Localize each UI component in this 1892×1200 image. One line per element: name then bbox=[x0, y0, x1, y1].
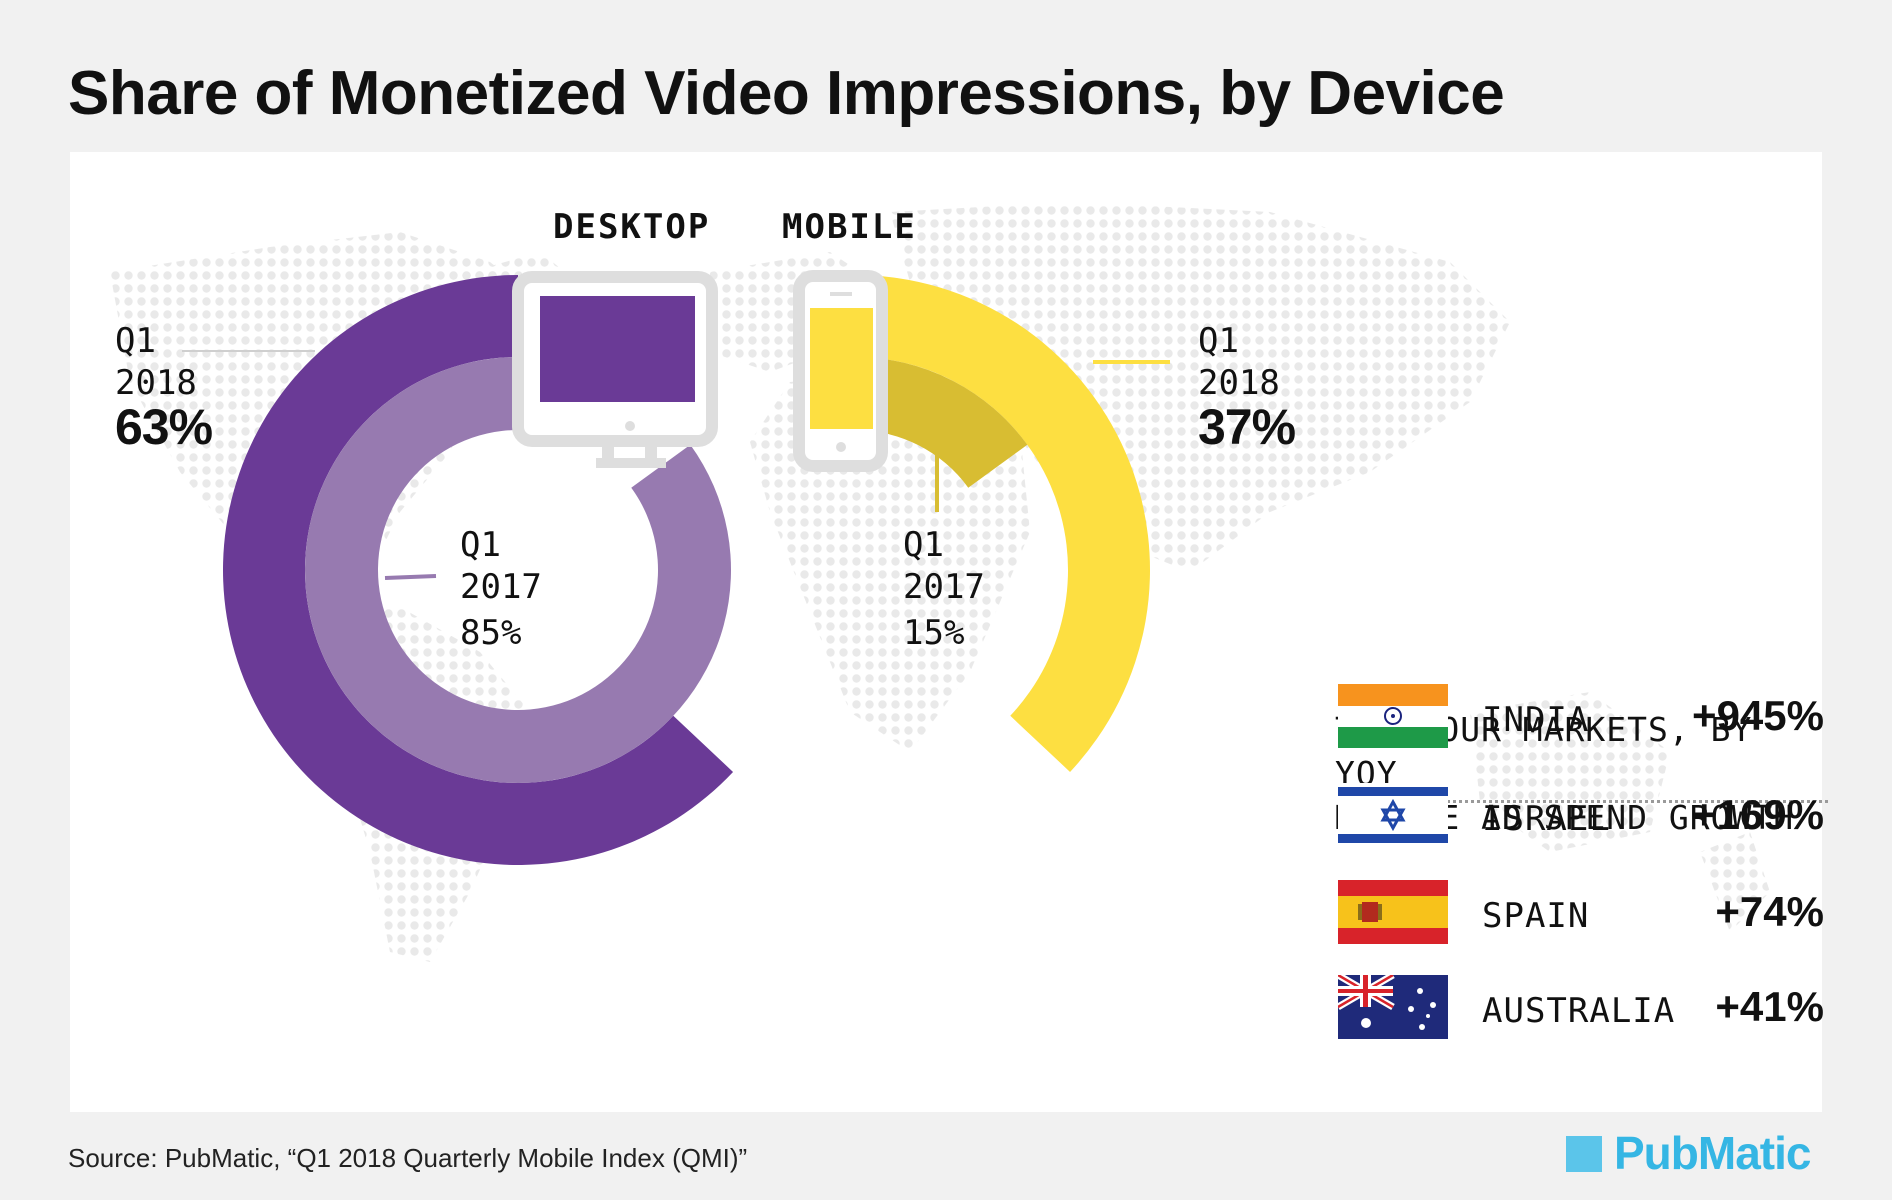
australia-flag-icon bbox=[1338, 975, 1448, 1039]
markets-divider bbox=[1338, 800, 1828, 803]
desktop-2017-value: 85% bbox=[460, 613, 522, 653]
logo-square-icon bbox=[1566, 1136, 1602, 1172]
desktop-monitor-icon bbox=[512, 271, 718, 468]
market-name: INDIA bbox=[1482, 700, 1590, 740]
chart-title: Share of Monetized Video Impressions, by… bbox=[68, 59, 1505, 128]
market-growth: +74% bbox=[1715, 888, 1824, 935]
desktop-header: DESKTOP bbox=[553, 207, 711, 247]
market-growth: +945% bbox=[1692, 692, 1824, 739]
market-row-india: INDIA +945% bbox=[1338, 684, 1824, 750]
market-growth: +41% bbox=[1715, 983, 1824, 1030]
donut-chart bbox=[110, 202, 1770, 962]
desktop-donut bbox=[222, 275, 734, 866]
market-row-australia: AUSTRALIA +41% bbox=[1338, 975, 1824, 1041]
desktop-2018-label: Q1 2018 63% bbox=[115, 321, 213, 455]
spain-flag-icon bbox=[1338, 880, 1448, 944]
india-flag-icon bbox=[1338, 684, 1448, 748]
desktop-2018-value: 63% bbox=[115, 399, 213, 455]
leader-lines bbox=[182, 350, 1170, 580]
source-note: Source: PubMatic, “Q1 2018 Quarterly Mob… bbox=[68, 1143, 748, 1173]
mobile-2017-label: Q1 2017 15% bbox=[903, 525, 985, 653]
mobile-2018-value: 37% bbox=[1198, 399, 1296, 455]
desktop-2017-label: Q1 2017 85% bbox=[460, 525, 542, 653]
mobile-donut bbox=[855, 275, 1150, 772]
desktop-q1-2017-slice bbox=[305, 356, 732, 783]
mobile-2018-label: Q1 2018 37% bbox=[1198, 321, 1296, 455]
market-growth: +169% bbox=[1692, 791, 1824, 838]
market-row-spain: SPAIN +74% bbox=[1338, 880, 1824, 946]
desktop-q1-2018-slice bbox=[222, 275, 734, 866]
mobile-q1-2017-slice bbox=[855, 357, 1028, 488]
mobile-q1-2018-slice bbox=[855, 275, 1150, 772]
pubmatic-logo: PubMatic bbox=[1566, 1127, 1824, 1180]
chart-panel: DESKTOP MOBILE Q1 2018 63% Q1 2017 85% Q… bbox=[70, 152, 1828, 1112]
logo-text: PubMatic bbox=[1614, 1127, 1811, 1179]
market-row-israel: ISRAEL +169% bbox=[1338, 783, 1824, 849]
market-name: ISRAEL bbox=[1482, 799, 1611, 839]
market-name: AUSTRALIA bbox=[1482, 991, 1676, 1031]
mobile-2017-value: 15% bbox=[903, 613, 965, 653]
mobile-header: MOBILE bbox=[782, 207, 917, 247]
smartphone-icon bbox=[793, 270, 888, 472]
israel-flag-icon bbox=[1338, 783, 1448, 847]
market-name: SPAIN bbox=[1482, 896, 1590, 936]
